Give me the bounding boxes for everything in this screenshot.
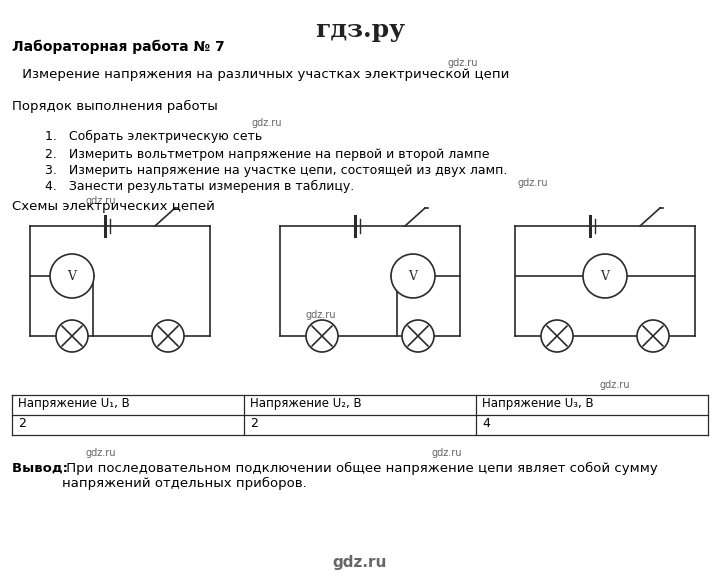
Text: V: V [600,270,610,283]
Text: gdz.ru: gdz.ru [252,118,282,128]
Circle shape [391,254,435,298]
Text: Лабораторная работа № 7: Лабораторная работа № 7 [12,40,225,54]
Text: gdz.ru: gdz.ru [333,555,387,570]
Text: При последовательном подключении общее напряжение цепи являет собой сумму
напряж: При последовательном подключении общее н… [62,462,658,490]
Text: гдз.ру: гдз.ру [315,18,405,42]
Text: gdz.ru: gdz.ru [518,178,549,188]
Circle shape [583,254,627,298]
Text: Порядок выполнения работы: Порядок выполнения работы [12,100,217,113]
Text: V: V [408,270,418,283]
Text: 3.   Измерить напряжение на участке цепи, состоящей из двух ламп.: 3. Измерить напряжение на участке цепи, … [45,164,508,177]
Text: Напряжение U₂, В: Напряжение U₂, В [250,397,361,410]
Text: 2.   Измерить вольтметром напряжение на первой и второй лампе: 2. Измерить вольтметром напряжение на пе… [45,148,490,161]
Text: Измерение напряжения на различных участках электрической цепи: Измерение напряжения на различных участк… [18,68,509,81]
Circle shape [56,320,88,352]
Text: 4: 4 [482,417,490,430]
Circle shape [402,320,434,352]
Text: gdz.ru: gdz.ru [86,448,117,458]
Text: V: V [68,270,76,283]
Text: gdz.ru: gdz.ru [305,310,336,320]
Text: 1.   Собрать электрическую сеть: 1. Собрать электрическую сеть [45,130,262,143]
Text: gdz.ru: gdz.ru [448,58,479,68]
Circle shape [306,320,338,352]
Text: Напряжение U₃, В: Напряжение U₃, В [482,397,593,410]
Text: gdz.ru: gdz.ru [432,448,462,458]
Text: 2: 2 [250,417,258,430]
Text: 4.   Занести результаты измерения в таблицу.: 4. Занести результаты измерения в таблиц… [45,180,354,193]
Text: Вывод:: Вывод: [12,462,73,475]
Circle shape [541,320,573,352]
Text: 2: 2 [18,417,26,430]
Text: gdz.ru: gdz.ru [600,380,631,390]
Text: Схемы электрических цепей: Схемы электрических цепей [12,200,215,213]
Circle shape [50,254,94,298]
Circle shape [637,320,669,352]
Circle shape [152,320,184,352]
Text: Напряжение U₁, В: Напряжение U₁, В [18,397,130,410]
Text: gdz.ru: gdz.ru [86,196,117,206]
